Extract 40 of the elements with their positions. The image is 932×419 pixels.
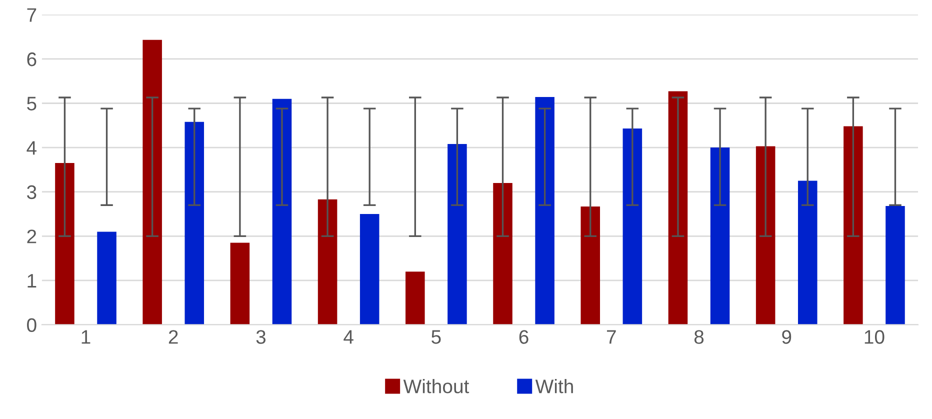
bar	[710, 148, 730, 325]
bar	[798, 180, 818, 325]
bar	[360, 214, 380, 325]
legend-label: With	[535, 379, 573, 394]
bar	[230, 242, 250, 325]
bar	[756, 146, 776, 325]
x-tick-label: 9	[782, 330, 792, 344]
y-tick-label: 4	[26, 141, 37, 155]
bar	[184, 122, 204, 325]
bar	[272, 98, 292, 325]
y-tick-label: 6	[27, 52, 36, 66]
x-tick-label: 7	[606, 330, 616, 344]
x-tick-label: 1	[82, 330, 90, 344]
bar	[55, 163, 74, 325]
bar	[406, 272, 425, 325]
y-tick-label: 3	[27, 185, 36, 200]
y-tick-label: 2	[27, 230, 36, 244]
x-tick-label: 4	[344, 330, 354, 344]
bar	[580, 206, 600, 325]
bar	[448, 144, 467, 325]
legend-label: Without	[403, 379, 470, 394]
x-tick-label: 5	[432, 330, 441, 344]
bar	[142, 40, 162, 325]
bar	[668, 91, 688, 325]
x-tick-label: 10	[864, 330, 884, 344]
x-tick-label: 6	[519, 330, 528, 344]
y-tick-label: 5	[27, 96, 36, 110]
x-tick-label: 8	[694, 330, 704, 344]
y-tick-label: 0	[27, 318, 36, 332]
bar	[886, 206, 905, 325]
x-tick-label: 2	[168, 330, 178, 344]
y-tick-label: 1	[28, 274, 36, 288]
bar	[535, 97, 554, 325]
bar	[318, 199, 338, 325]
bar	[97, 232, 116, 325]
y-tick-label: 7	[27, 8, 36, 22]
x-tick-label: 3	[256, 330, 266, 344]
bar	[844, 126, 863, 325]
bar	[622, 128, 642, 325]
bar	[493, 182, 512, 325]
